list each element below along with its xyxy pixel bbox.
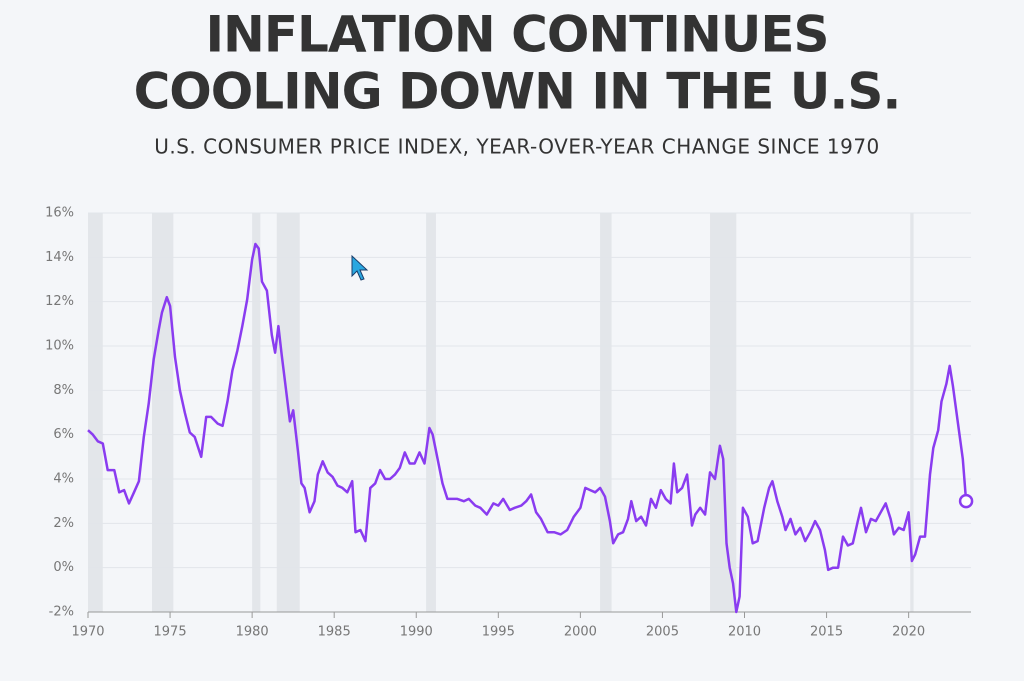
x-tick-label: 1975 xyxy=(154,625,187,640)
recession-band xyxy=(88,213,103,612)
x-tick-label: 1985 xyxy=(318,625,351,640)
y-tick-label: -2% xyxy=(49,605,74,620)
chart-title: COOLING DOWN IN THE U.S. xyxy=(134,63,901,121)
chart-title: INFLATION CONTINUES xyxy=(205,6,828,64)
line xyxy=(87,242,968,614)
x-tick-label: 1980 xyxy=(236,625,269,640)
x-tick-label: 2000 xyxy=(564,625,597,640)
y-tick-label: 8% xyxy=(53,383,74,398)
x-tick-label: 1990 xyxy=(400,625,433,640)
x-tick-label: 1970 xyxy=(71,625,104,640)
y-tick-label: 2% xyxy=(53,516,74,531)
y-tick-label: 10% xyxy=(45,339,74,354)
plot-area: -2% 0% 2% 4% 6% 8% 10% 12% 14% 16% 1970 1975 1980 198… xyxy=(45,206,974,640)
y-tick-label: 16% xyxy=(45,206,74,221)
mouse-cursor xyxy=(351,254,369,281)
recession-band xyxy=(600,213,612,612)
y-tick-label: 4% xyxy=(53,472,74,487)
x-tick-label: 2015 xyxy=(810,625,843,640)
x-tick-label: 2005 xyxy=(646,625,679,640)
recession-band xyxy=(426,213,436,612)
y-tick-label: 12% xyxy=(45,294,74,309)
y-tick-label: 6% xyxy=(53,427,74,442)
y-tick-label: 14% xyxy=(45,250,74,265)
end-marker xyxy=(958,493,974,509)
x-tick-label: 1995 xyxy=(482,625,515,640)
x-tick-label: 2010 xyxy=(728,625,761,640)
recession-band xyxy=(152,213,174,612)
recession-band xyxy=(252,213,261,612)
y-tick-label: 0% xyxy=(53,560,74,575)
recession-band xyxy=(710,213,737,612)
recession-band xyxy=(910,213,914,612)
chart-subtitle: U.S. CONSUMER PRICE INDEX, YEAR-OVER-YEA… xyxy=(154,135,880,159)
x-tick-label: 2020 xyxy=(892,625,925,640)
